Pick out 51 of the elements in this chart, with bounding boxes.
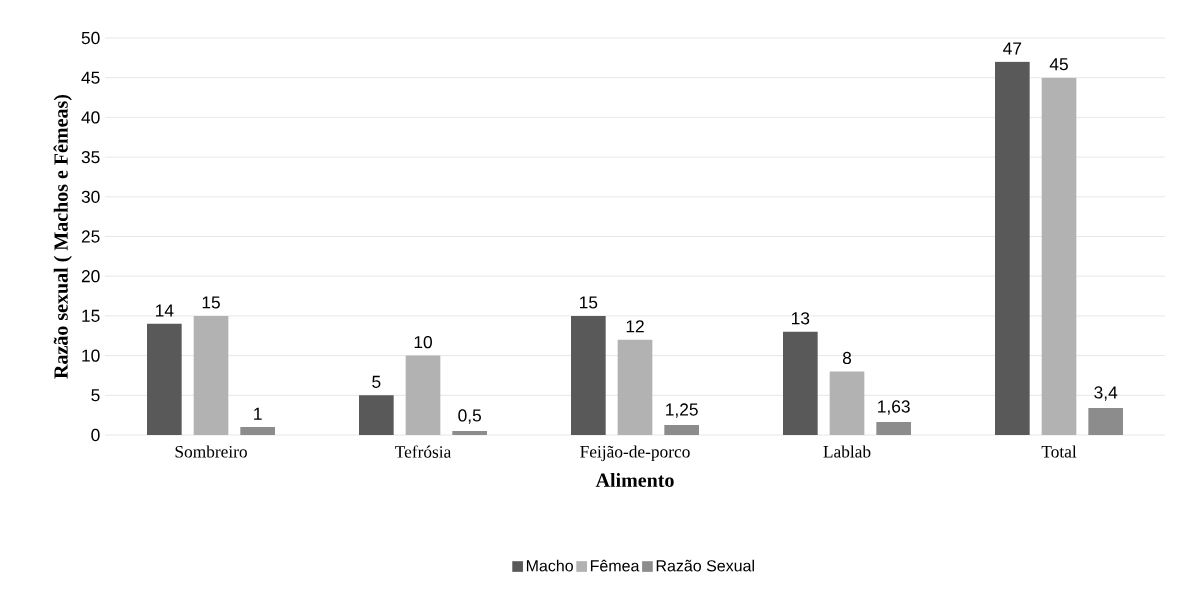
data-label: 1,63 xyxy=(878,400,910,415)
bar xyxy=(617,339,653,435)
data-label: 45 xyxy=(1049,58,1068,71)
bar xyxy=(147,323,182,435)
x-tick-label: Tefrósia xyxy=(395,445,452,458)
y-tick-label: 20 xyxy=(81,270,100,283)
data-label: 47 xyxy=(1003,42,1022,55)
legend-label: Fêmea xyxy=(590,559,640,572)
bar xyxy=(664,425,700,435)
data-label: 5 xyxy=(372,375,381,388)
bar xyxy=(452,431,488,435)
bar xyxy=(1088,408,1124,435)
bar xyxy=(571,315,606,435)
y-tick-label: 0 xyxy=(91,428,100,442)
y-tick-label: 15 xyxy=(82,309,100,322)
y-tick-label: 30 xyxy=(81,190,100,203)
data-label: 3,4 xyxy=(1094,386,1118,401)
y-tick-label: 40 xyxy=(81,111,100,124)
bar xyxy=(1041,77,1077,435)
bar xyxy=(193,315,229,435)
data-label: 13 xyxy=(792,312,810,325)
y-tick-label: 25 xyxy=(81,230,100,243)
bar xyxy=(359,395,394,435)
data-label: 15 xyxy=(580,296,598,309)
data-label: 14 xyxy=(156,304,174,317)
x-tick-label: Feijão-de-porco xyxy=(580,445,690,462)
data-label: 1 xyxy=(254,407,262,420)
x-tick-label: Sombreiro xyxy=(175,445,247,458)
x-axis-title: Alimento xyxy=(595,472,674,488)
bar xyxy=(405,355,441,435)
data-label: 0,5 xyxy=(458,409,481,424)
y-tick-label: 45 xyxy=(81,71,100,84)
data-label: 12 xyxy=(626,320,644,333)
legend-label: Razão Sexual xyxy=(656,559,754,572)
y-tick-label: 50 xyxy=(81,31,100,45)
bar xyxy=(240,427,275,435)
legend-label: Macho xyxy=(526,559,573,572)
x-tick-label: Lablab xyxy=(823,445,871,458)
x-tick-label: Total xyxy=(1041,445,1077,458)
data-label: 10 xyxy=(414,335,432,349)
y-tick-label: 10 xyxy=(82,349,100,362)
y-tick-label: 5 xyxy=(91,389,100,402)
bar xyxy=(829,371,865,435)
data-label: 1,25 xyxy=(666,403,698,418)
data-label: 8 xyxy=(842,351,852,365)
bar xyxy=(995,61,1030,435)
bar xyxy=(783,331,818,435)
y-tick-label: 35 xyxy=(81,150,100,164)
data-label: 15 xyxy=(202,296,220,309)
y-axis-title: Razão sexual ( Machos e Fêmeas) xyxy=(53,94,72,379)
bar xyxy=(876,422,912,435)
